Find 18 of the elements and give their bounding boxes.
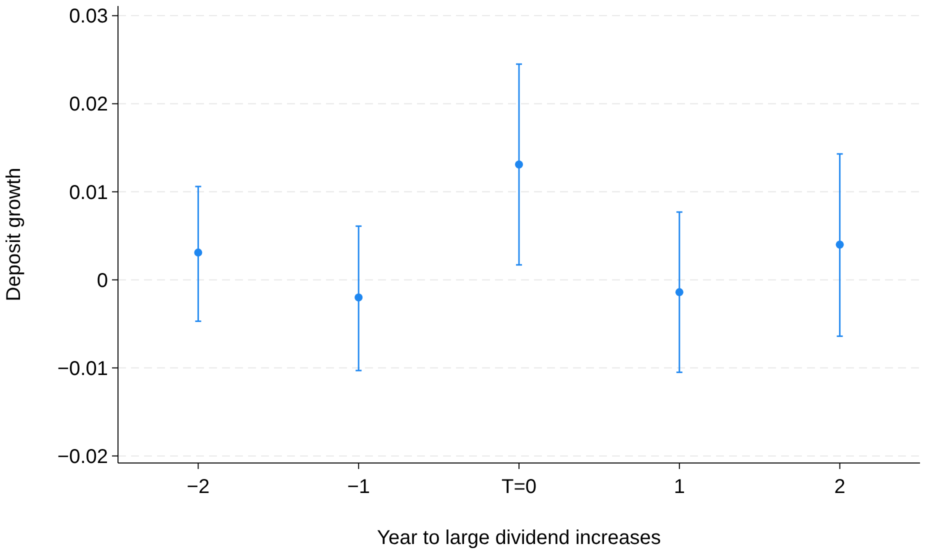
y-tick-label: −0.02 xyxy=(57,446,108,468)
y-tick-label: 0.02 xyxy=(69,94,108,116)
x-tick-label: 2 xyxy=(834,476,846,498)
y-tick-label: 0 xyxy=(96,270,108,292)
point xyxy=(354,293,363,302)
x-tick-label: −2 xyxy=(186,476,210,498)
x-tick-label: 1 xyxy=(674,476,685,498)
x-axis-title: Year to large dividend increases xyxy=(377,527,661,549)
point xyxy=(194,248,202,257)
point xyxy=(675,288,684,296)
x-tick-label: −1 xyxy=(347,476,370,498)
point xyxy=(515,160,523,168)
x-tick-label: T=0 xyxy=(501,476,537,498)
y-tick-label: 0.03 xyxy=(69,6,108,28)
y-tick-label: 0.01 xyxy=(69,182,108,204)
y-axis-title: Deposit growth xyxy=(3,168,25,302)
y-tick-label: −0.01 xyxy=(57,358,108,380)
point xyxy=(836,240,844,249)
